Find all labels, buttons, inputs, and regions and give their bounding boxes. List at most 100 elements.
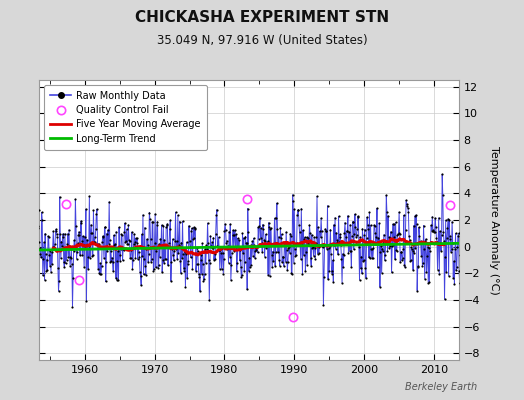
Point: [375, 241, 383, 247]
Point: [333, 236, 341, 243]
Point: [311, 255, 320, 262]
Point: [208, 239, 216, 246]
Point: [70, 237, 79, 244]
Point: [36, 251, 44, 258]
Point: [362, 235, 370, 242]
Point: [421, 238, 430, 244]
Point: [407, 257, 415, 263]
Point: [255, 235, 263, 242]
Point: [370, 223, 379, 229]
Point: [367, 246, 375, 252]
Point: [148, 218, 157, 225]
Point: [451, 230, 460, 236]
Point: [347, 264, 356, 270]
Point: [210, 251, 219, 257]
Point: [189, 236, 197, 243]
Point: [69, 275, 77, 281]
Point: [36, 245, 45, 252]
Point: [166, 217, 174, 224]
Point: [313, 250, 322, 257]
Point: [64, 253, 73, 260]
Point: [267, 252, 276, 258]
Point: [406, 258, 414, 264]
Point: [334, 213, 343, 220]
Point: [187, 227, 195, 234]
Point: [115, 224, 123, 230]
Point: [41, 251, 50, 258]
Point: [291, 246, 299, 253]
Point: [414, 224, 423, 231]
Point: [162, 224, 170, 230]
Point: [346, 222, 354, 228]
Point: [257, 225, 265, 231]
Point: [51, 240, 59, 247]
Point: [254, 249, 262, 256]
Point: [400, 212, 408, 219]
Point: [113, 277, 121, 283]
Point: [117, 245, 125, 252]
Point: [350, 231, 358, 237]
Point: [259, 221, 267, 228]
Point: [102, 258, 111, 265]
Point: [355, 244, 363, 250]
Point: [196, 256, 205, 263]
Point: [146, 236, 155, 243]
Point: [67, 254, 75, 261]
Point: [40, 277, 49, 283]
Point: [135, 249, 143, 255]
Point: [68, 303, 77, 310]
Point: [414, 264, 422, 270]
Point: [108, 254, 116, 261]
Point: [201, 246, 210, 252]
Point: [418, 263, 427, 269]
Point: [100, 255, 108, 261]
Point: [332, 246, 340, 252]
Point: [157, 222, 166, 228]
Point: [429, 228, 438, 234]
Point: [287, 232, 295, 239]
Point: [124, 222, 133, 228]
Point: [46, 262, 54, 269]
Point: [398, 255, 407, 261]
Point: [144, 259, 152, 265]
Point: [241, 259, 249, 265]
Point: [210, 257, 218, 263]
Point: [283, 259, 292, 266]
Point: [377, 242, 385, 249]
Point: [348, 232, 356, 239]
Point: [76, 252, 84, 259]
Point: [454, 230, 463, 236]
Point: [324, 245, 333, 252]
Point: [201, 271, 209, 278]
Point: [202, 260, 210, 266]
Point: [440, 238, 448, 244]
Point: [172, 238, 181, 244]
Point: [154, 264, 162, 271]
Point: [345, 229, 353, 235]
Point: [431, 215, 440, 221]
Point: [304, 240, 312, 246]
Point: [316, 228, 324, 234]
Point: [236, 247, 244, 254]
Point: [311, 244, 319, 251]
Y-axis label: Temperature Anomaly (°C): Temperature Anomaly (°C): [489, 146, 499, 294]
Point: [419, 222, 428, 229]
Point: [112, 275, 120, 282]
Point: [390, 221, 398, 227]
Point: [432, 234, 441, 241]
Point: [307, 255, 315, 261]
Point: [77, 218, 85, 224]
Point: [271, 248, 280, 255]
Point: [106, 259, 115, 265]
Point: [173, 256, 181, 262]
Point: [293, 212, 301, 218]
Point: [442, 217, 450, 224]
Point: [320, 274, 328, 280]
Point: [146, 215, 154, 222]
Point: [249, 235, 258, 242]
Point: [264, 238, 272, 244]
Point: [167, 278, 175, 284]
Point: [402, 197, 410, 204]
Point: [450, 281, 458, 288]
Point: [245, 254, 254, 261]
